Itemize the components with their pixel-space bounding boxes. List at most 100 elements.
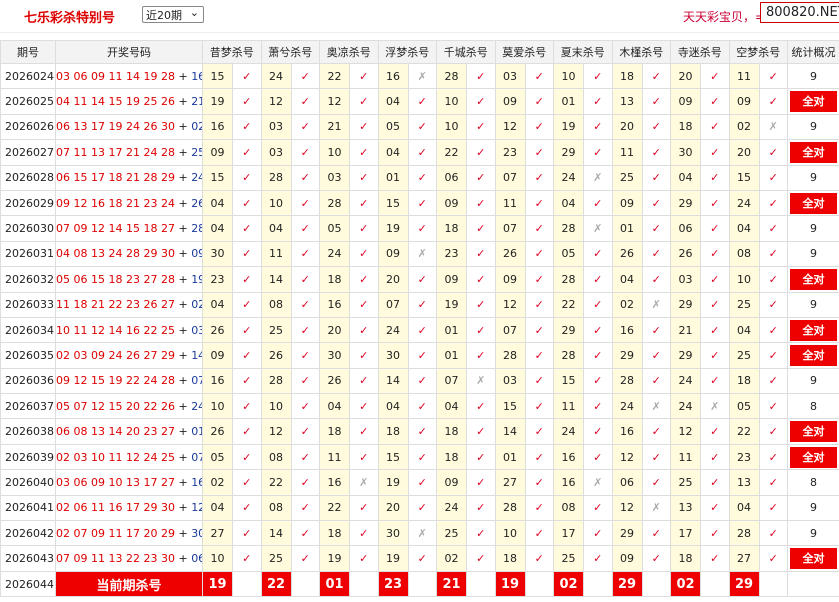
draw-numbers: 02 03 10 11 12 24 25 + 07 [55,443,203,471]
kill-number: 09 [202,342,233,369]
kill-number: 18 [670,545,701,572]
kill-result: ✓ [524,316,554,344]
kill-result: ✓ [700,520,730,547]
kill-number: 10 [436,88,467,115]
empty-cell [466,570,496,598]
kill-result: ✓ [700,139,730,166]
kill-number: 09 [202,139,233,166]
kill-result: ✓ [583,316,613,344]
stat: 9 [787,520,839,547]
kill-result: ✓ [700,469,730,496]
kill-number: 05 [202,443,233,471]
kill-number: 15 [202,62,233,90]
kill-number: 12 [670,418,701,445]
kill-number: 01 [377,164,409,191]
kill-result: ✓ [524,520,554,547]
kill-number: 19 [377,215,409,242]
kill-result: ✓ [290,520,320,547]
kill-result: ✓ [641,266,671,293]
kill-result: ✓ [758,393,788,420]
kill-result: ✓ [641,520,671,547]
kill-result: ✓ [700,113,730,141]
kill-number: 18 [319,520,350,547]
kill-number: 25 [260,316,292,344]
kill-result: ✓ [524,215,554,242]
column-header: 莫爱杀号 [494,40,554,64]
kill-result: ✓ [524,342,554,369]
kill-number: 22 [436,139,467,166]
kill-result: ✓ [641,215,671,242]
kill-result: ✓ [466,266,496,293]
column-header: 开奖号码 [55,40,203,64]
kill-number: 02 [611,291,643,318]
kill-number: 10 [728,266,760,293]
kill-number: 13 [728,469,760,496]
kill-result: ✗ [583,469,613,496]
plus-sign: + [178,171,188,185]
kill-result: ✓ [700,545,730,572]
kill-number: 07 [494,316,526,344]
kill-number: 28 [260,367,292,395]
kill-result: ✓ [407,443,437,471]
draw-numbers: 02 07 09 11 17 20 29 + 30 [55,520,203,547]
stat: 9 [787,367,839,395]
kill-result: ✓ [524,62,554,90]
kill-number: 25 [260,545,292,572]
kill-number: 04 [728,316,760,344]
period: 2026038 [0,418,56,445]
kill-number: 04 [377,139,409,166]
kill-number: 27 [728,545,760,572]
kill-number: 10 [260,189,292,217]
kill-result: ✓ [641,418,671,445]
kill-result: ✓ [466,291,496,318]
kill-result: ✓ [349,494,379,522]
kill-result: ✓ [349,189,379,217]
kill-number: 18 [319,418,350,445]
draw-numbers: 07 11 13 17 21 24 28 + 25 [55,139,203,166]
kill-number: 25 [670,469,701,496]
kill-number: 28 [494,342,526,369]
current-kill: 29 [728,570,760,598]
kill-number: 10 [494,520,526,547]
kill-result: ✓ [641,240,671,268]
current-kill: 23 [377,570,409,598]
kill-number: 18 [494,545,526,572]
kill-number: 04 [202,291,233,318]
kill-result: ✓ [758,291,788,318]
kill-result: ✓ [583,113,613,141]
kill-number: 29 [611,520,643,547]
kill-result: ✓ [583,443,613,471]
period: 2026034 [0,316,56,344]
draw-numbers: 06 08 13 14 20 23 27 + 01 [55,418,203,445]
kill-result: ✓ [641,164,671,191]
kill-number: 02 [728,113,760,141]
stat: 全对 [787,189,839,217]
kill-result: ✓ [583,342,613,369]
kill-number: 17 [553,520,584,547]
kill-result: ✓ [349,240,379,268]
stat: 9 [787,494,839,522]
kill-result: ✓ [290,393,320,420]
current-kill: 01 [319,570,350,598]
kill-number: 19 [202,88,233,115]
kill-result: ✓ [466,113,496,141]
kill-result: ✓ [524,113,554,141]
kill-number: 20 [728,139,760,166]
kill-number: 30 [377,342,409,369]
site-badge[interactable]: 800820.NET [760,2,839,23]
stat: 8 [787,469,839,496]
kill-result: ✓ [349,545,379,572]
kill-result: ✗ [641,494,671,522]
all-correct-badge: 全对 [790,268,837,290]
empty-cell [758,570,788,598]
kill-number: 06 [611,469,643,496]
current-kill: 21 [436,570,467,598]
period-select[interactable]: 近20期 [142,4,204,23]
kill-number: 09 [494,266,526,293]
kill-number: 23 [494,139,526,166]
kill-result: ✓ [232,393,262,420]
